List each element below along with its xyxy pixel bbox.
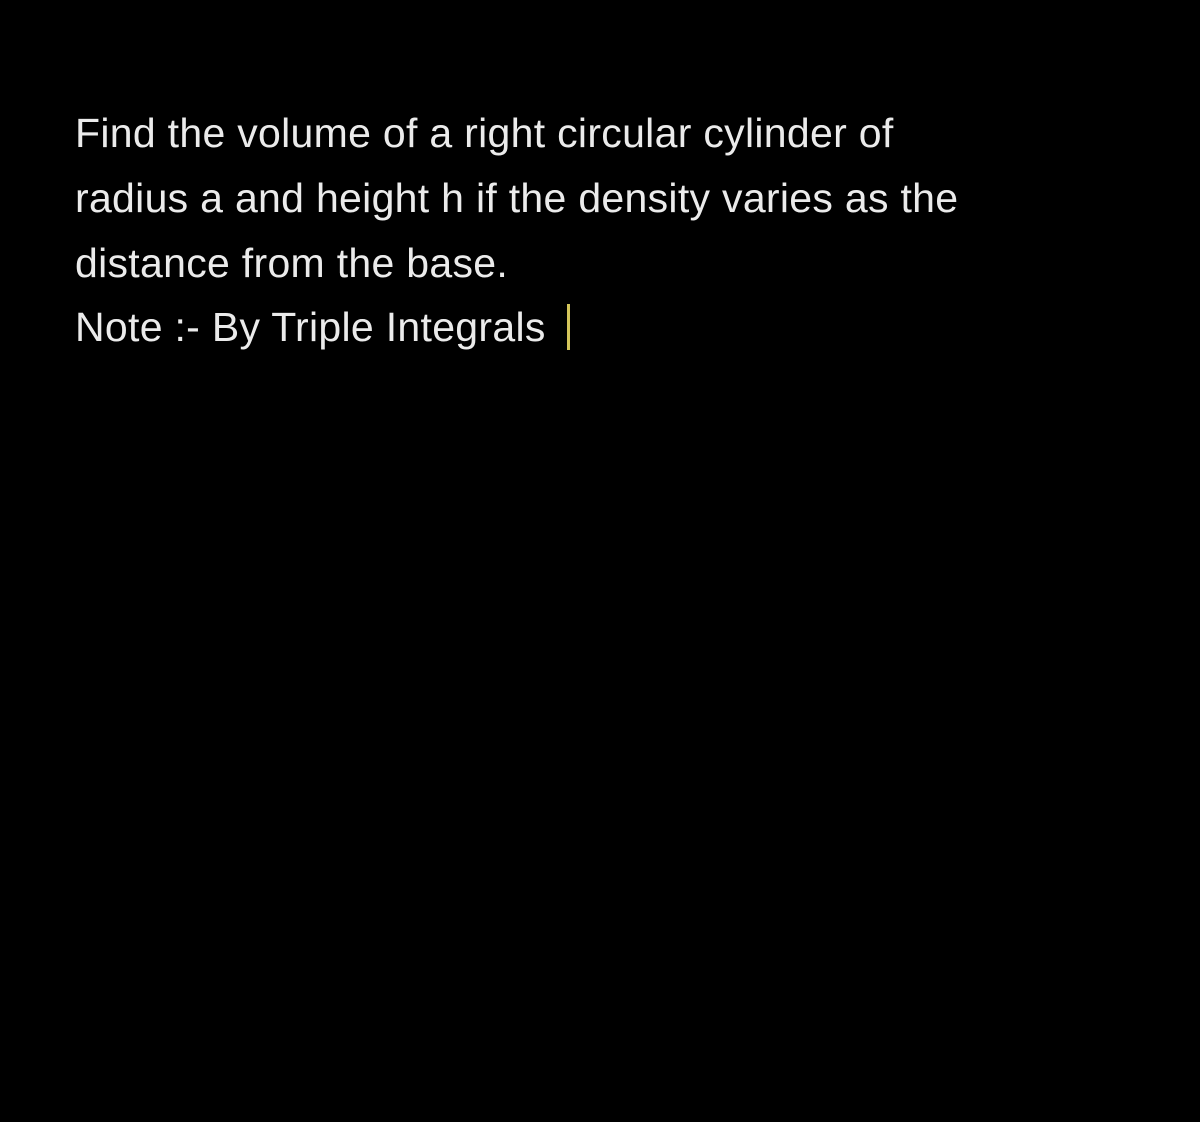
text-editor-content[interactable]: Find the volume of a right circular cyli… [0, 0, 1200, 360]
text-cursor [567, 304, 570, 350]
text-line-1: Find the volume of a right circular cyli… [75, 101, 1125, 166]
text-line-3: distance from the base. [75, 231, 1125, 296]
text-line-2: radius a and height h if the density var… [75, 166, 1125, 231]
text-line-4-content: Note :- By Triple Integrals [75, 304, 557, 350]
text-line-4: Note :- By Triple Integrals [75, 295, 1125, 360]
